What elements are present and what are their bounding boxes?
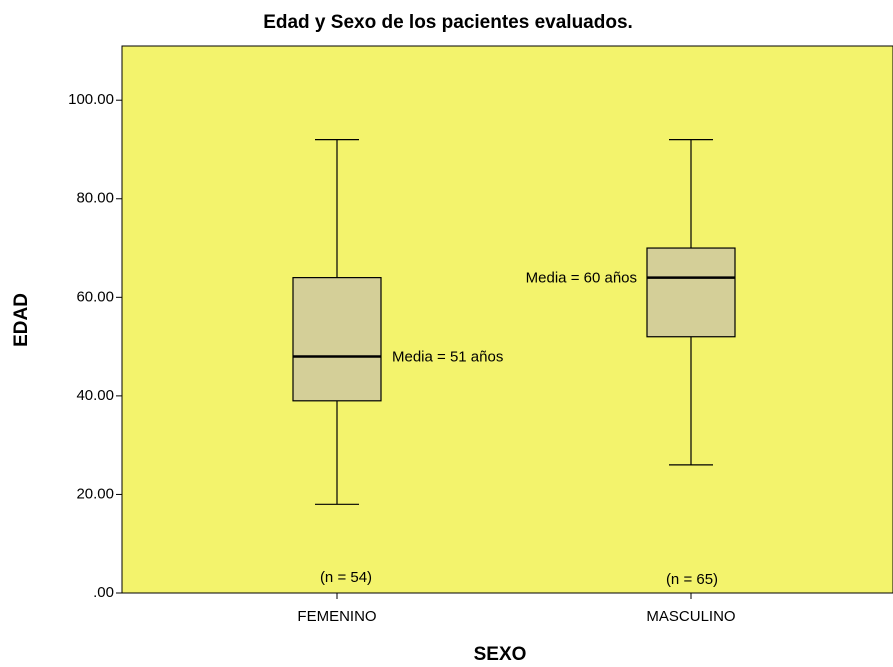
mean-label: Media = 60 años <box>526 270 637 287</box>
mean-label: Media = 51 años <box>392 348 503 365</box>
n-label: (n = 65) <box>666 571 718 588</box>
x-tick-label: MASCULINO <box>646 608 735 625</box>
chart-title: Edad y Sexo de los pacientes evaluados. <box>263 12 633 33</box>
y-tick-label: 60.00 <box>76 288 114 305</box>
y-tick-label: 40.00 <box>76 387 114 404</box>
y-tick-label: 20.00 <box>76 485 114 502</box>
y-tick-label: .00 <box>93 584 114 601</box>
y-axis-label: EDAD <box>11 293 32 347</box>
x-axis-label: SEXO <box>474 644 527 665</box>
n-label: (n = 54) <box>320 569 372 586</box>
box <box>292 277 382 402</box>
plot-area <box>121 45 893 594</box>
y-tick-label: 100.00 <box>68 91 114 108</box>
y-tick-label: 80.00 <box>76 190 114 207</box>
x-tick-label: FEMENINO <box>297 608 376 625</box>
box <box>646 247 736 338</box>
